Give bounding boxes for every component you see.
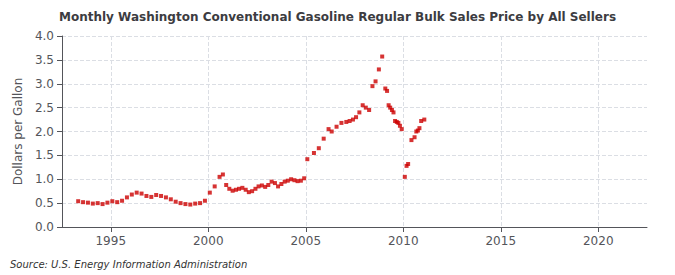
svg-text:Dollars per Gallon: Dollars per Gallon [11, 78, 25, 186]
svg-text:2.5: 2.5 [35, 101, 54, 115]
svg-text:4.0: 4.0 [35, 29, 54, 43]
svg-text:Source: U.S. Energy Informatio: Source: U.S. Energy Information Administ… [10, 259, 247, 270]
svg-text:2005: 2005 [290, 234, 321, 248]
svg-text:0.0: 0.0 [35, 220, 54, 234]
svg-text:3.0: 3.0 [35, 77, 54, 91]
svg-text:2010: 2010 [388, 234, 419, 248]
svg-text:1995: 1995 [95, 234, 126, 248]
svg-text:2015: 2015 [485, 234, 516, 248]
svg-text:1.5: 1.5 [35, 148, 54, 162]
svg-text:2020: 2020 [583, 234, 614, 248]
svg-text:Monthly Washington Conventiona: Monthly Washington Conventional Gasoline… [59, 10, 616, 24]
svg-text:1.0: 1.0 [35, 172, 54, 186]
svg-text:2.0: 2.0 [35, 125, 54, 139]
svg-text:0.5: 0.5 [35, 196, 54, 210]
svg-text:2000: 2000 [193, 234, 224, 248]
svg-text:3.5: 3.5 [35, 53, 54, 67]
